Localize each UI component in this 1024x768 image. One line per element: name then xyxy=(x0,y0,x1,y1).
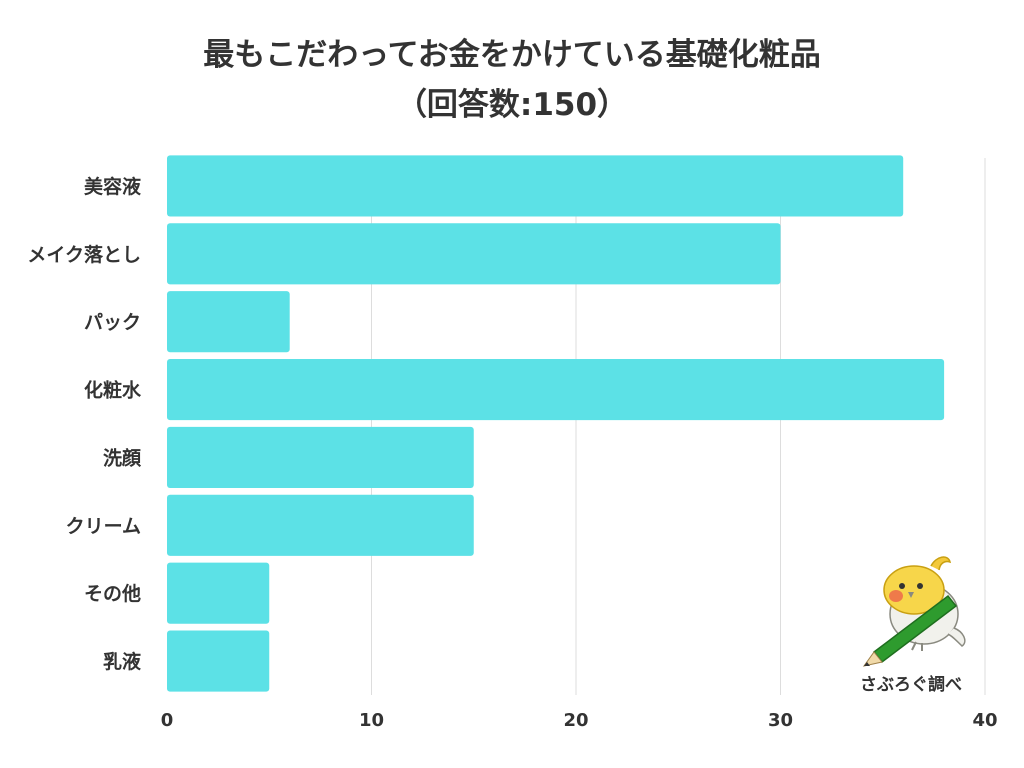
category-label: 乳液 xyxy=(103,650,142,673)
bar xyxy=(167,359,945,421)
x-tick-label: 30 xyxy=(768,710,793,731)
x-tick-label: 20 xyxy=(563,710,588,731)
source-credit: さぶろぐ調べ xyxy=(860,675,962,695)
bar xyxy=(167,291,290,353)
category-label: パック xyxy=(84,312,141,334)
category-label: その他 xyxy=(84,582,141,605)
category-label: クリーム xyxy=(66,515,141,537)
bird-mascot-icon xyxy=(862,556,966,667)
bar xyxy=(167,426,474,488)
category-label: 洗顔 xyxy=(103,446,142,469)
x-tick-label: 10 xyxy=(359,710,384,731)
source-credit-logo: さぶろぐ調べ xyxy=(836,552,986,702)
bar xyxy=(167,562,270,624)
chart-title-main: 最もこだわってお金をかけている基礎化粧品 xyxy=(203,37,821,73)
category-label: 美容液 xyxy=(84,175,142,198)
category-label: 化粧水 xyxy=(84,379,142,402)
category-label: メイク落とし xyxy=(27,243,141,266)
bar xyxy=(167,494,474,556)
chart-title: 最もこだわってお金をかけている基礎化粧品 （回答数:150） xyxy=(0,30,1024,130)
bar xyxy=(167,223,781,285)
chart-subtitle: （回答数:150） xyxy=(395,87,629,123)
x-tick-label: 40 xyxy=(972,710,997,731)
x-tick-label: 0 xyxy=(161,710,174,731)
bar xyxy=(167,630,270,692)
bar xyxy=(167,155,904,217)
